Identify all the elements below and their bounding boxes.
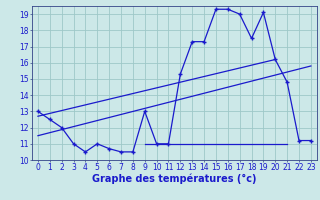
X-axis label: Graphe des températures (°c): Graphe des températures (°c): [92, 174, 257, 184]
